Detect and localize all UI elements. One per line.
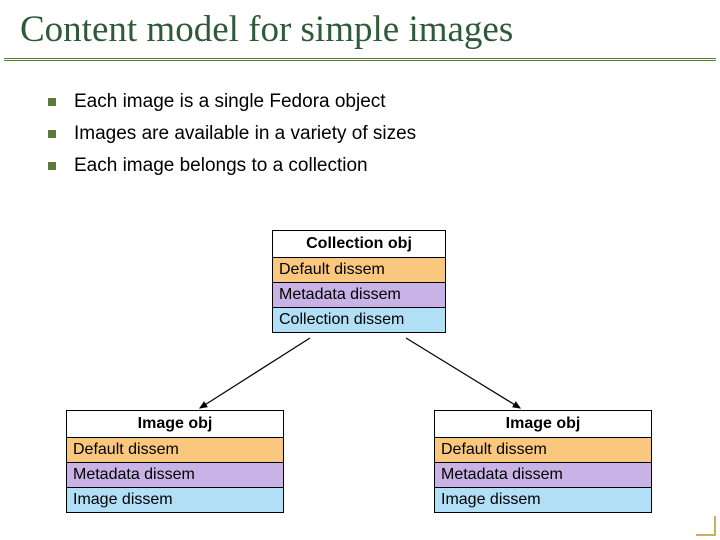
bullet-icon [48, 130, 56, 138]
bullet-text: Images are available in a variety of siz… [74, 123, 416, 145]
bullet-text: Each image is a single Fedora object [74, 91, 386, 113]
bullet-list: Each image is a single Fedora object Ima… [0, 51, 720, 177]
bullet-icon [48, 98, 56, 106]
box-header: Collection obj [273, 231, 445, 258]
title-underline [4, 58, 716, 61]
corner-accent-icon [696, 516, 716, 536]
image-object-box-left: Image obj Default dissem Metadata dissem… [66, 410, 284, 513]
list-item: Images are available in a variety of siz… [48, 123, 700, 145]
bullet-text: Each image belongs to a collection [74, 155, 368, 177]
box-row: Default dissem [67, 438, 283, 463]
box-row: Metadata dissem [273, 283, 445, 308]
box-row: Image dissem [67, 488, 283, 512]
list-item: Each image belongs to a collection [48, 155, 700, 177]
box-row: Image dissem [435, 488, 651, 512]
diagram-area: Collection obj Default dissem Metadata d… [0, 230, 720, 540]
box-header: Image obj [435, 411, 651, 438]
box-row: Collection dissem [273, 308, 445, 332]
box-header: Image obj [67, 411, 283, 438]
bullet-icon [48, 162, 56, 170]
box-row: Metadata dissem [67, 463, 283, 488]
box-row: Default dissem [435, 438, 651, 463]
list-item: Each image is a single Fedora object [48, 91, 700, 113]
collection-object-box: Collection obj Default dissem Metadata d… [272, 230, 446, 333]
image-object-box-right: Image obj Default dissem Metadata dissem… [434, 410, 652, 513]
box-row: Default dissem [273, 258, 445, 283]
box-row: Metadata dissem [435, 463, 651, 488]
page-title: Content model for simple images [20, 8, 700, 51]
